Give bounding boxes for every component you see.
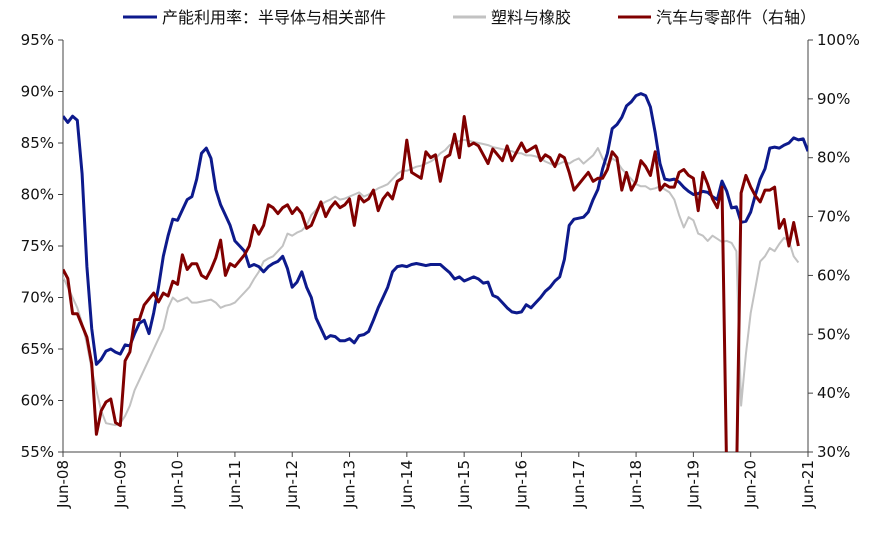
- y-right-tick-label: 40%: [817, 384, 850, 402]
- legend-item-plastics: 塑料与橡胶: [453, 8, 571, 27]
- x-tick-label: Jun-10: [169, 460, 187, 509]
- y-left-tick-label: 65%: [21, 340, 54, 358]
- x-tick-label: Jun-16: [512, 460, 530, 509]
- x-tick-label: Jun-12: [283, 460, 301, 509]
- y-left-tick-label: 85%: [21, 134, 54, 152]
- series-layer: [63, 92, 808, 452]
- series-line-semiconductor: [63, 92, 808, 366]
- y-left-tick-label: 55%: [21, 443, 54, 461]
- x-tick-label: Jun-21: [799, 460, 817, 509]
- x-tick-label: Jun-19: [684, 460, 702, 509]
- legend: 产能利用率：半导体与相关部件 塑料与橡胶 汽车与零部件（右轴）: [123, 8, 816, 27]
- y-right-tick-label: 50%: [817, 325, 850, 343]
- legend-label-auto: 汽车与零部件（右轴）: [656, 8, 816, 27]
- x-tick-label: Jun-18: [627, 460, 645, 509]
- legend-label-plastics: 塑料与橡胶: [491, 8, 571, 27]
- x-tick-label: Jun-14: [398, 460, 416, 509]
- y-left-tick-label: 70%: [21, 289, 54, 307]
- legend-item-auto: 汽车与零部件（右轴）: [618, 8, 816, 27]
- x-tick-label: Jun-20: [742, 460, 760, 509]
- y-right-tick-label: 60%: [817, 266, 850, 284]
- y-left-tick-label: 60%: [21, 392, 54, 410]
- y-right-tick-label: 30%: [817, 443, 850, 461]
- y-right-tick-label: 100%: [817, 31, 860, 49]
- y-right-tick-label: 80%: [817, 149, 850, 167]
- x-tick-label: Jun-13: [341, 460, 359, 509]
- x-tick-label: Jun-08: [54, 460, 72, 509]
- y-left-tick-label: 90%: [21, 83, 54, 101]
- axes: 55% 60% 65% 70% 75% 80% 85% 90% 95% 30% 40% 50% 60% 7…: [21, 31, 860, 509]
- y-right-tick-label: 90%: [817, 90, 850, 108]
- legend-label-semiconductor: 产能利用率：半导体与相关部件: [162, 8, 386, 27]
- series-line-plastics: [63, 138, 800, 427]
- x-tick-label: Jun-15: [455, 460, 473, 509]
- y-left-tick-label: 80%: [21, 186, 54, 204]
- y-right-tick-label: 70%: [817, 208, 850, 226]
- x-tick-label: Jun-17: [570, 460, 588, 509]
- legend-item-semiconductor: 产能利用率：半导体与相关部件: [123, 8, 386, 27]
- series-line-auto: [63, 115, 800, 452]
- x-tick-label: Jun-09: [111, 460, 129, 509]
- y-left-tick-label: 95%: [21, 31, 54, 49]
- y-left-tick-label: 75%: [21, 237, 54, 255]
- x-tick-label: Jun-11: [226, 460, 244, 509]
